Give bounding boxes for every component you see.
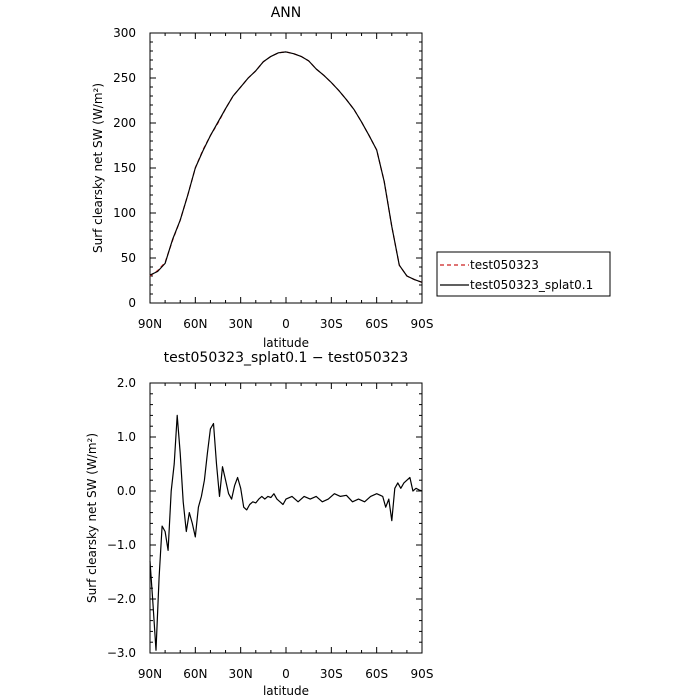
series-line-0 [149,414,423,651]
x-tick-label: 90S [411,667,434,681]
y-axis-label: Surf clearsky net SW (W/m²) [91,83,105,253]
x-tick-label: 30S [320,317,343,331]
x-tick-label: 60N [183,317,207,331]
y-tick-label: 0.0 [117,484,136,498]
legend-entry-label: test050323_splat0.1 [470,278,593,292]
x-tick-label: 60S [365,667,388,681]
x-axis-label: latitude [263,336,309,350]
y-tick-label: 200 [113,116,136,130]
x-tick-label: 30N [229,667,253,681]
chart-title: ANN [271,5,302,21]
bottom-panel: 90N 60N 30N 0 30S 60S 90S −3.0 −2.0 −1.0 0.0 1.0 2.0… [85,350,433,698]
y-tick-label: 100 [113,206,136,220]
y-tick-label: −3.0 [107,646,136,660]
series-line-1 [149,51,423,283]
legend: test050323 test050323_splat0.1 [436,251,611,297]
x-tick-label: 30S [320,667,343,681]
x-tick-label: 60S [365,317,388,331]
top-panel: 90N 60N 30N 0 30S 60S 90S 0 50 100 150 200 250 300 ANN… [91,5,433,350]
y-axis-label: Surf clearsky net SW (W/m²) [85,433,99,603]
x-axis-label: latitude [263,684,309,698]
y-tick-label: 2.0 [117,376,136,390]
y-tick-label: −1.0 [107,538,136,552]
x-tick-label: 0 [282,317,290,331]
chart-title: test050323_splat0.1 − test050323 [164,350,409,366]
x-tick-label: 90N [138,667,162,681]
legend-box [436,251,611,297]
x-tick-label: 90S [411,317,434,331]
y-tick-label: 150 [113,161,136,175]
y-tick-label: 0 [128,296,136,310]
y-tick-label: 250 [113,71,136,85]
y-tick-label: 300 [113,26,136,40]
x-tick-label: 90N [138,317,162,331]
legend-entry-label: test050323 [470,258,539,272]
x-tick-label: 0 [282,667,290,681]
x-tick-label: 30N [229,317,253,331]
x-tick-label: 60N [183,667,207,681]
y-tick-label: 50 [121,251,136,265]
y-tick-label: 1.0 [117,430,136,444]
y-tick-label: −2.0 [107,592,136,606]
